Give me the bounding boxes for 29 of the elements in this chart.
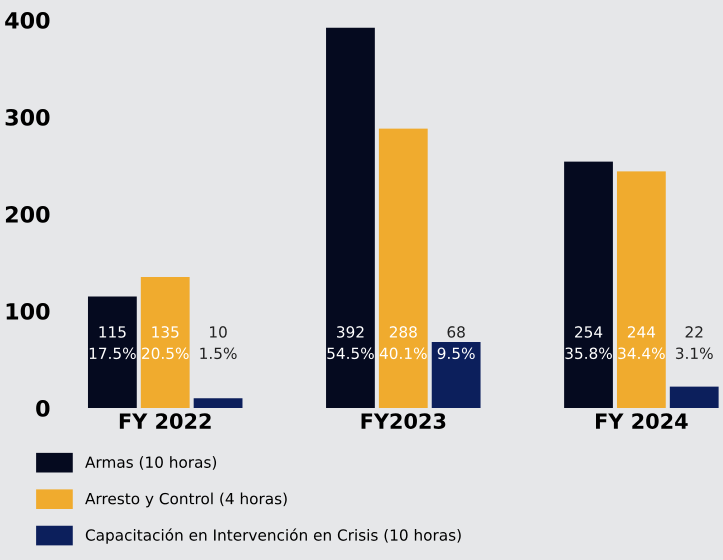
x-tick-label: FY 2024 xyxy=(596,413,688,429)
y-tick-label: 100 xyxy=(6,302,50,320)
data-label: 135 20.5% xyxy=(142,326,189,360)
x-tick-label: FY 2022 xyxy=(120,413,211,429)
bar xyxy=(670,386,719,408)
bar xyxy=(88,296,137,408)
legend-label: Capacitación en Intervención en Crisis (10 horas) xyxy=(86,528,461,544)
data-label: 68 9.5% xyxy=(438,326,475,360)
data-label: 10 1.5% xyxy=(200,326,237,360)
y-tick-label: 400 xyxy=(5,12,50,29)
y-tick-label: 300 xyxy=(6,108,50,126)
data-label: 244 34.4% xyxy=(618,326,665,360)
legend-label: Armas (10 horas) xyxy=(85,456,216,470)
bar xyxy=(326,28,375,408)
y-tick-label: 200 xyxy=(6,206,50,223)
legend-label: Arresto y Control (4 horas) xyxy=(85,492,287,508)
data-label: 288 40.1% xyxy=(380,326,427,360)
x-tick-label: FY2023 xyxy=(362,413,446,429)
bar xyxy=(564,162,613,408)
bar xyxy=(432,342,481,408)
bar xyxy=(378,128,428,408)
data-label: 392 54.5% xyxy=(327,326,374,360)
y-tick-label: 0 xyxy=(36,400,50,417)
bar xyxy=(616,171,666,408)
data-label: 115 17.5% xyxy=(90,326,136,360)
data-label: 254 35.8% xyxy=(565,326,612,360)
bar xyxy=(140,277,190,408)
data-label: 22 3.1% xyxy=(676,326,713,360)
bar xyxy=(194,398,242,408)
